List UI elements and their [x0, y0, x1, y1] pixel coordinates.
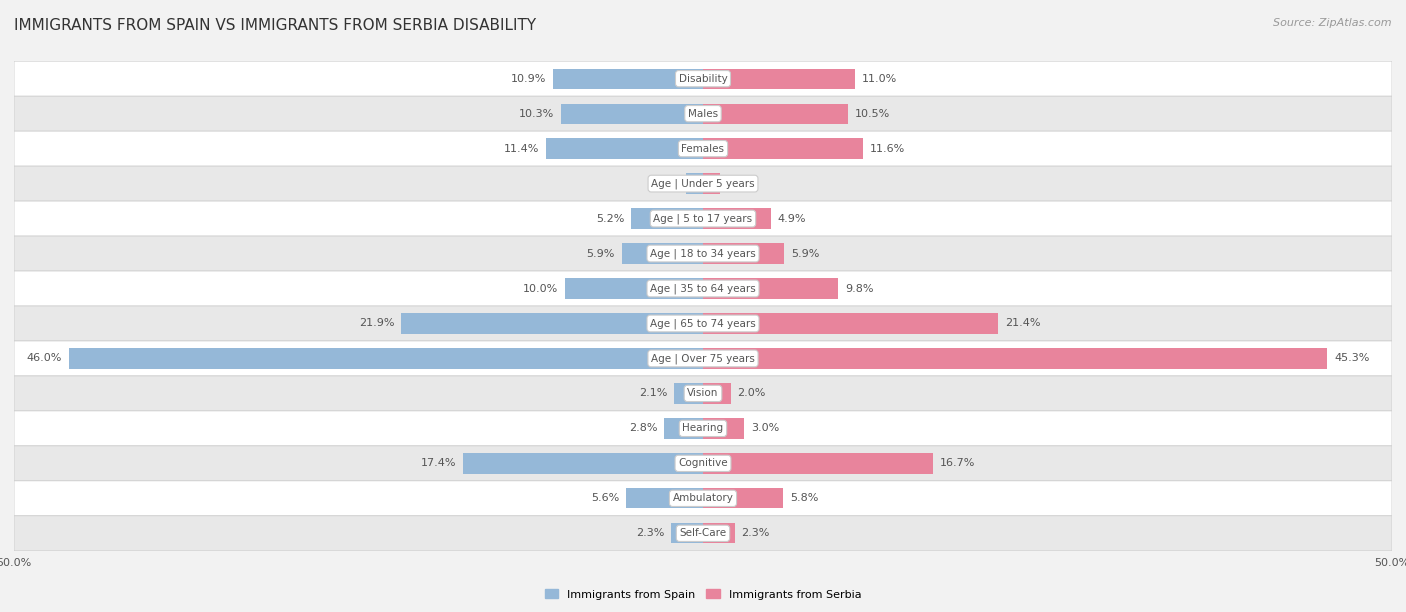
Bar [665, 418, 703, 439]
Bar [703, 313, 998, 334]
Bar [703, 523, 735, 543]
Bar [703, 418, 744, 439]
Text: Age | 35 to 64 years: Age | 35 to 64 years [650, 283, 756, 294]
Text: Age | Under 5 years: Age | Under 5 years [651, 178, 755, 189]
Text: Age | 18 to 34 years: Age | 18 to 34 years [650, 248, 756, 259]
Bar [703, 348, 1327, 368]
FancyBboxPatch shape [14, 306, 1392, 341]
Text: 5.2%: 5.2% [596, 214, 624, 223]
Bar [703, 383, 731, 403]
FancyBboxPatch shape [14, 201, 1392, 236]
Text: 5.9%: 5.9% [586, 248, 614, 258]
Text: 1.2%: 1.2% [727, 179, 755, 188]
FancyBboxPatch shape [14, 271, 1392, 306]
Bar [703, 173, 720, 194]
Text: Females: Females [682, 144, 724, 154]
FancyBboxPatch shape [14, 236, 1392, 271]
FancyBboxPatch shape [14, 411, 1392, 446]
FancyBboxPatch shape [14, 376, 1392, 411]
Bar [703, 278, 838, 299]
Bar [621, 244, 703, 264]
Text: 45.3%: 45.3% [1334, 354, 1369, 364]
Bar [703, 488, 783, 509]
FancyBboxPatch shape [14, 516, 1392, 551]
Text: 17.4%: 17.4% [420, 458, 457, 468]
Text: 11.0%: 11.0% [862, 73, 897, 84]
Bar [703, 209, 770, 229]
Text: 2.3%: 2.3% [636, 528, 665, 539]
Text: 10.5%: 10.5% [855, 109, 890, 119]
Text: 1.2%: 1.2% [651, 179, 679, 188]
Bar [626, 488, 703, 509]
Bar [686, 173, 703, 194]
Text: Age | 65 to 74 years: Age | 65 to 74 years [650, 318, 756, 329]
Bar [673, 383, 703, 403]
Bar [553, 69, 703, 89]
Text: 3.0%: 3.0% [751, 424, 779, 433]
Text: 46.0%: 46.0% [27, 354, 62, 364]
Text: 10.0%: 10.0% [523, 283, 558, 294]
Text: 16.7%: 16.7% [941, 458, 976, 468]
Text: Age | 5 to 17 years: Age | 5 to 17 years [654, 214, 752, 224]
Bar [401, 313, 703, 334]
Text: 2.0%: 2.0% [738, 389, 766, 398]
Text: Age | Over 75 years: Age | Over 75 years [651, 353, 755, 364]
Bar [671, 523, 703, 543]
Bar [565, 278, 703, 299]
Bar [546, 138, 703, 159]
Text: 2.8%: 2.8% [628, 424, 658, 433]
Bar [703, 244, 785, 264]
Bar [561, 103, 703, 124]
Bar [69, 348, 703, 368]
Bar [703, 69, 855, 89]
Bar [463, 453, 703, 474]
Text: Self-Care: Self-Care [679, 528, 727, 539]
FancyBboxPatch shape [14, 166, 1392, 201]
Text: 11.4%: 11.4% [503, 144, 538, 154]
FancyBboxPatch shape [14, 341, 1392, 376]
Text: Ambulatory: Ambulatory [672, 493, 734, 503]
Bar [703, 103, 848, 124]
Text: 9.8%: 9.8% [845, 283, 873, 294]
Text: 10.9%: 10.9% [510, 73, 546, 84]
Text: 11.6%: 11.6% [870, 144, 905, 154]
Text: 21.4%: 21.4% [1005, 318, 1040, 329]
Bar [631, 209, 703, 229]
FancyBboxPatch shape [14, 446, 1392, 481]
FancyBboxPatch shape [14, 96, 1392, 131]
Text: Cognitive: Cognitive [678, 458, 728, 468]
Text: 4.9%: 4.9% [778, 214, 806, 223]
Text: Disability: Disability [679, 73, 727, 84]
Text: Males: Males [688, 109, 718, 119]
Text: 2.1%: 2.1% [638, 389, 668, 398]
Text: 5.9%: 5.9% [792, 248, 820, 258]
Text: 2.3%: 2.3% [741, 528, 770, 539]
Text: Hearing: Hearing [682, 424, 724, 433]
FancyBboxPatch shape [14, 61, 1392, 96]
Text: IMMIGRANTS FROM SPAIN VS IMMIGRANTS FROM SERBIA DISABILITY: IMMIGRANTS FROM SPAIN VS IMMIGRANTS FROM… [14, 18, 536, 34]
Text: 10.3%: 10.3% [519, 109, 554, 119]
FancyBboxPatch shape [14, 481, 1392, 516]
Text: 5.8%: 5.8% [790, 493, 818, 503]
Bar [703, 138, 863, 159]
Legend: Immigrants from Spain, Immigrants from Serbia: Immigrants from Spain, Immigrants from S… [540, 584, 866, 604]
FancyBboxPatch shape [14, 131, 1392, 166]
Text: Source: ZipAtlas.com: Source: ZipAtlas.com [1274, 18, 1392, 28]
Text: 5.6%: 5.6% [591, 493, 619, 503]
Text: Vision: Vision [688, 389, 718, 398]
Text: 21.9%: 21.9% [359, 318, 394, 329]
Bar [703, 453, 934, 474]
